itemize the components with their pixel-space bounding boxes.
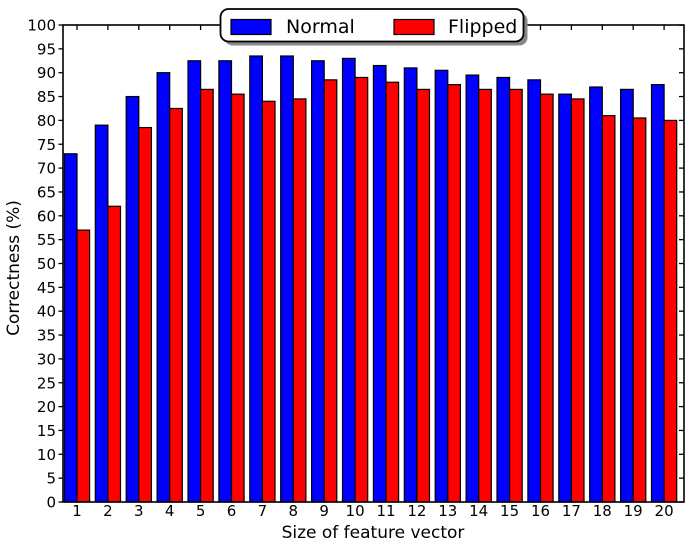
bar-normal-7 [249, 55, 264, 503]
bar-normal-11 [372, 64, 387, 503]
bar-normal-10 [341, 57, 356, 503]
bar-flipped-16 [539, 93, 554, 503]
bar-flipped-18 [601, 115, 616, 503]
y-tick-label: 25 [37, 374, 56, 392]
y-tick-label: 0 [46, 494, 56, 512]
x-tick-label: 1 [72, 502, 82, 520]
y-tick-label: 60 [37, 207, 56, 225]
bar-normal-17 [558, 93, 572, 503]
y-tick-label: 30 [37, 350, 56, 368]
bar-flipped-20 [663, 119, 678, 503]
bar-normal-3 [125, 95, 140, 503]
legend-box [219, 8, 525, 43]
y-tick-label: 35 [37, 327, 56, 345]
y-tick-label: 100 [27, 17, 56, 35]
x-tick-label: 8 [289, 502, 299, 520]
x-tick-label: 17 [562, 502, 581, 520]
x-axis-label: Size of feature vector [282, 523, 465, 543]
bar-normal-19 [619, 88, 634, 503]
bar-normal-12 [403, 67, 418, 503]
y-tick-label: 40 [37, 303, 56, 321]
bar-flipped-6 [230, 93, 245, 503]
y-tick-label: 65 [37, 183, 56, 201]
x-tick-label: 4 [165, 502, 175, 520]
y-tick-label: 55 [37, 231, 56, 249]
x-tick-label: 10 [346, 502, 365, 520]
legend-label-flipped: Flipped [448, 16, 517, 38]
bar-normal-1 [63, 153, 78, 503]
x-tick-label: 19 [624, 502, 643, 520]
y-tick-label: 75 [37, 136, 56, 154]
y-tick-label: 90 [37, 64, 56, 82]
bar-flipped-8 [292, 98, 307, 503]
x-tick-labels: 1 2 3 4 5 6 7 8 9 10 11 12 13 14 15 16 17 18 19 20 [72, 502, 673, 520]
bar-normal-14 [465, 74, 480, 503]
y-tick-label: 95 [37, 40, 56, 58]
y-tick-label: 50 [37, 255, 56, 273]
bar-normal-13 [434, 69, 449, 503]
x-tick-label: 13 [438, 502, 457, 520]
bar-normal-18 [589, 86, 603, 503]
x-tick-label: 16 [531, 502, 550, 520]
legend: Normal Flipped [219, 8, 528, 46]
bar-flipped-1 [76, 229, 91, 503]
bars [63, 55, 678, 503]
legend-label-normal: Normal [286, 16, 355, 38]
bar-normal-15 [496, 76, 511, 503]
y-tick-labels: 0 5 10 15 20 25 30 35 40 45 50 55 60 65 70 75 80 85 90 95 10… [27, 17, 56, 512]
y-tick-label: 45 [37, 279, 56, 297]
bar-normal-9 [311, 60, 325, 503]
bar-flipped-10 [354, 76, 369, 503]
x-tick-label: 2 [103, 502, 113, 520]
bar-normal-5 [187, 60, 202, 503]
x-tick-label: 7 [258, 502, 268, 520]
bar-flipped-11 [385, 81, 400, 503]
y-tick-label: 5 [46, 470, 56, 488]
y-axis-label: Correctness (%) [4, 200, 24, 336]
y-tick-label: 10 [37, 446, 56, 464]
x-tick-label: 9 [319, 502, 329, 520]
x-tick-label: 11 [376, 502, 395, 520]
bar-flipped-14 [478, 88, 492, 503]
y-tick-label: 15 [37, 422, 56, 440]
bar-flipped-9 [323, 79, 338, 503]
x-tick-label: 5 [196, 502, 206, 520]
bar-flipped-17 [570, 98, 585, 503]
x-tick-label: 14 [469, 502, 488, 520]
legend-swatch-flipped [393, 18, 435, 36]
x-tick-label: 3 [134, 502, 144, 520]
bar-flipped-5 [200, 88, 214, 503]
bar-normal-4 [156, 72, 171, 503]
x-tick-label: 15 [500, 502, 519, 520]
bar-normal-16 [527, 79, 542, 503]
y-tick-label: 70 [37, 160, 56, 178]
bar-normal-2 [94, 124, 109, 503]
legend-swatch-normal [230, 18, 272, 36]
bar-normal-20 [650, 84, 665, 503]
y-tick-label: 80 [37, 112, 56, 130]
x-tick-label: 18 [593, 502, 612, 520]
x-tick-label: 20 [655, 502, 674, 520]
bar-normal-6 [218, 60, 233, 503]
bar-flipped-7 [261, 100, 276, 503]
y-tick-label: 85 [37, 88, 56, 106]
bar-flipped-12 [416, 88, 431, 503]
bar-flipped-4 [169, 107, 183, 503]
bar-flipped-2 [107, 205, 122, 503]
y-tick-label: 20 [37, 398, 56, 416]
bar-normal-8 [280, 55, 294, 503]
bar-flipped-13 [447, 84, 461, 503]
bar-flipped-15 [509, 88, 523, 503]
x-tick-label: 12 [407, 502, 426, 520]
bar-flipped-19 [632, 117, 647, 503]
bar-flipped-3 [138, 126, 153, 503]
x-tick-label: 6 [227, 502, 237, 520]
